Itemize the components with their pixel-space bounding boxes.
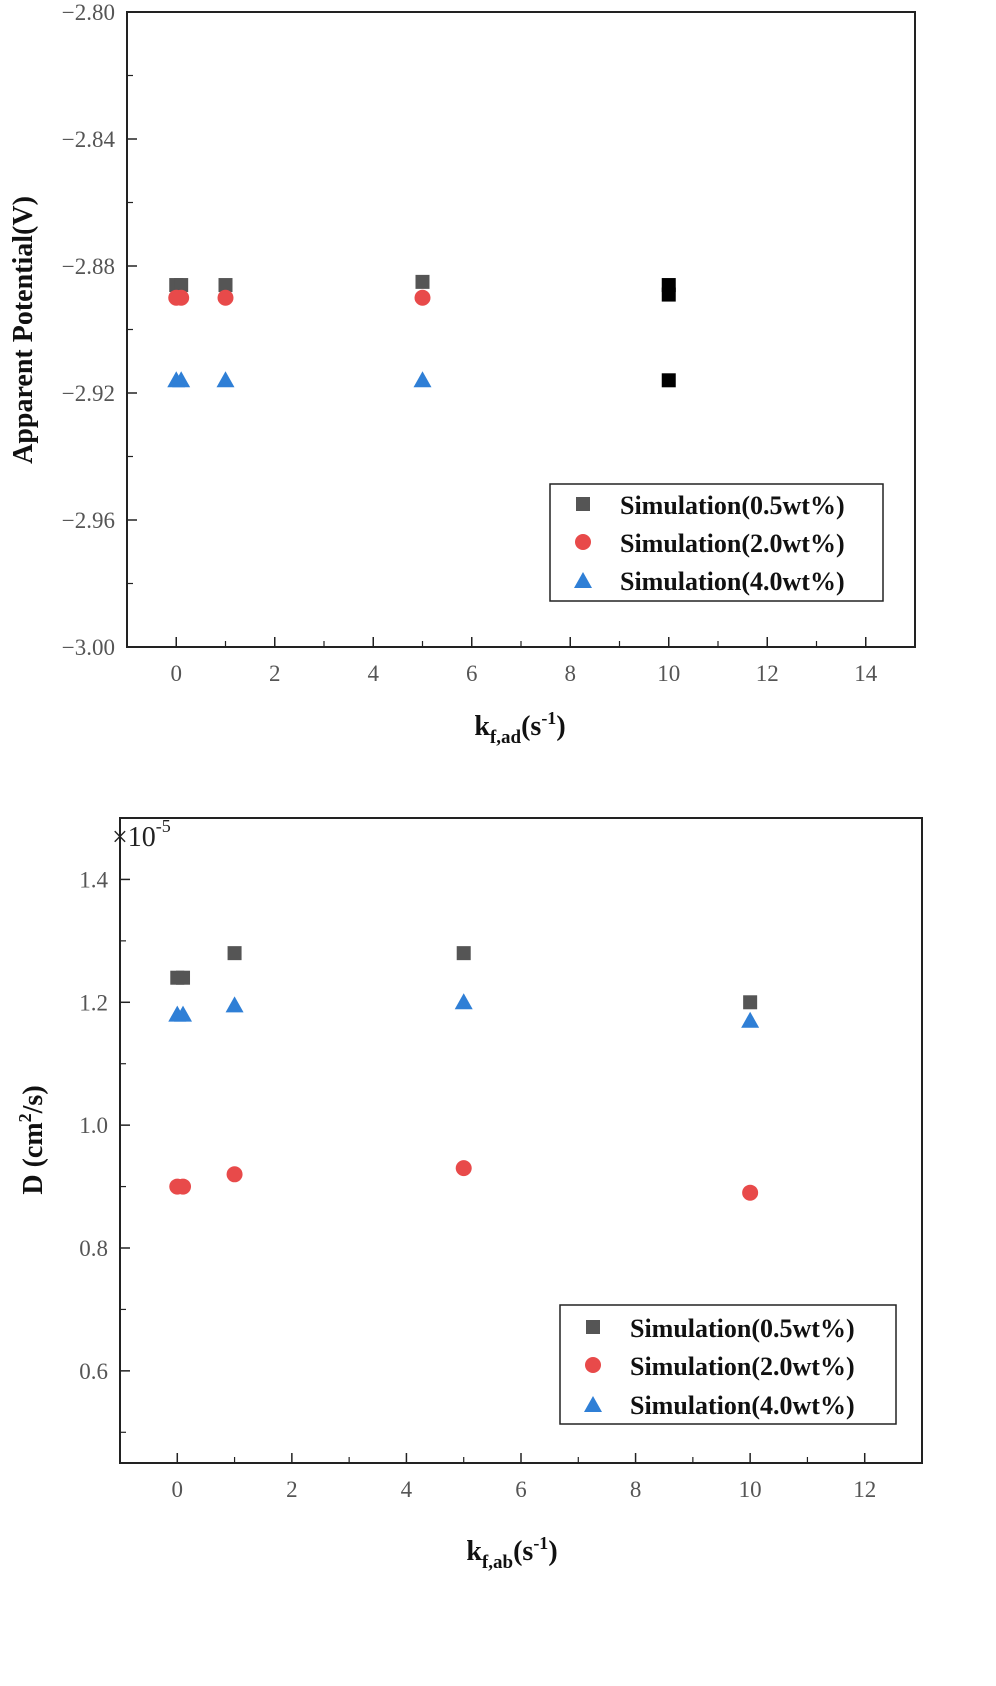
x-tick-label: 8	[630, 1477, 642, 1502]
legend-label-2: Simulation(4.0wt%)	[620, 567, 845, 596]
legend-marker-triangle	[574, 572, 592, 588]
data-point-series-0	[227, 946, 242, 961]
y-tick-label: −2.88	[62, 254, 115, 279]
diffusion-coefficient-chart-svg: ×10-5 0.60.81.01.21.4 0 2 4 6 8 10 12 D (cm2/s…	[15, 816, 923, 1573]
x-tick-label: 6	[466, 661, 478, 686]
data-point-series-0	[743, 995, 758, 1010]
legend-label-0: Simulation(0.5wt%)	[620, 491, 845, 520]
diffusion-coefficient-chart: ×10-5 0.6 0.8 1.0 1.2 1.4 0 2 4 6 8 10 12 D (cm2/s…	[0, 810, 996, 1681]
x-axis-title: kf,ab(s-1)	[466, 1533, 557, 1573]
legend-box	[559, 1304, 897, 1425]
legend-marker-square	[576, 497, 590, 511]
x-tick-label: 10	[739, 1477, 762, 1502]
y-axis-ticks: 0.6 0.8 1.0 1.2 1.4	[79, 817, 130, 1433]
x-tick-label: 4	[368, 661, 380, 686]
y-tick-label: 1.4	[79, 867, 108, 892]
y-axis-title: D (cm2/s)	[15, 1085, 49, 1194]
data-point-series-2	[174, 1005, 193, 1022]
y-tick-label: 1.0	[79, 1113, 108, 1138]
x-tick-label: 10	[657, 661, 680, 686]
y-axis-title: Apparent Potential(V)	[8, 196, 39, 464]
x-axis-ticks: 0 2 4 6 8 10 12	[172, 1453, 876, 1502]
data-point-series-0	[174, 278, 189, 293]
x-axis-ticks: 0 2 4 6 8 10 12 14	[171, 637, 878, 686]
y-tick-label: 0.8	[79, 1236, 108, 1261]
y-tick-label: −2.96	[62, 508, 115, 533]
data-point-series-2	[454, 993, 473, 1010]
y-tick-label: 0.6	[79, 1359, 108, 1384]
data-point-unlabeled	[661, 373, 676, 388]
x-axis-title: kf,ad(s-1)	[474, 708, 565, 748]
legend-marker-triangle	[584, 1396, 602, 1412]
apparent-potential-chart: −3.00 −2.96 −2.92 −2.88 −2.84 −2.80 0 2 4 6 8 10 12…	[0, 0, 996, 810]
data-point-series-0	[415, 274, 430, 289]
legend-marker-circle	[575, 534, 591, 550]
data-point-series-2	[225, 996, 244, 1013]
x-tick-label: 2	[269, 661, 281, 686]
data-point-series-1	[173, 289, 190, 306]
x-tick-label: 2	[286, 1477, 298, 1502]
legend: Simulation(0.5wt%) Simulation(2.0wt%) Si…	[549, 483, 884, 602]
data-point-series-2	[741, 1011, 760, 1028]
legend-label-0: Simulation(0.5wt%)	[630, 1314, 855, 1343]
x-tick-label: 4	[401, 1477, 413, 1502]
y-tick-label: −3.00	[62, 635, 115, 660]
apparent-potential-chart-svg: −3.00 −2.96 −2.92 −2.88 −2.84 −2.80 0 2 4 6 8 10 12…	[8, 0, 916, 748]
data-point-series-0	[218, 278, 233, 293]
legend-marker-circle	[585, 1357, 601, 1373]
legend: Simulation(0.5wt%) Simulation(2.0wt%) Si…	[559, 1304, 897, 1425]
y-tick-label: −2.80	[62, 0, 115, 25]
y-tick-label: 1.2	[79, 990, 108, 1015]
data-point-series-1	[175, 1178, 192, 1195]
data-point-series-1	[414, 289, 431, 306]
legend-label-2: Simulation(4.0wt%)	[630, 1391, 855, 1420]
data-point-series-2	[172, 371, 191, 388]
x-tick-label: 0	[171, 661, 183, 686]
y-axis-ticks: −3.00 −2.96 −2.92 −2.88 −2.84 −2.80	[62, 0, 137, 660]
x-tick-label: 14	[854, 661, 878, 686]
data-point-unlabeled	[661, 287, 676, 302]
legend-marker-square	[586, 1320, 600, 1334]
x-tick-label: 0	[172, 1477, 184, 1502]
x-tick-label: 6	[515, 1477, 527, 1502]
y-tick-label: −2.84	[62, 127, 116, 152]
y-tick-label: −2.92	[62, 381, 115, 406]
legend-label-1: Simulation(2.0wt%)	[620, 529, 845, 558]
data-point-series-2	[216, 371, 235, 388]
legend-box	[549, 483, 884, 602]
data-point-series-0	[176, 970, 191, 985]
x-tick-label: 8	[565, 661, 577, 686]
data-point-series-1	[742, 1184, 759, 1201]
data-point-series-0	[456, 946, 471, 961]
x-tick-label: 12	[853, 1477, 876, 1502]
data-points	[167, 274, 676, 388]
data-point-series-1	[226, 1166, 243, 1183]
x-tick-label: 12	[756, 661, 779, 686]
legend-label-1: Simulation(2.0wt%)	[630, 1352, 855, 1381]
data-point-series-1	[217, 289, 234, 306]
data-point-series-1	[455, 1160, 472, 1177]
data-points	[168, 946, 760, 1201]
data-point-series-2	[413, 371, 432, 388]
